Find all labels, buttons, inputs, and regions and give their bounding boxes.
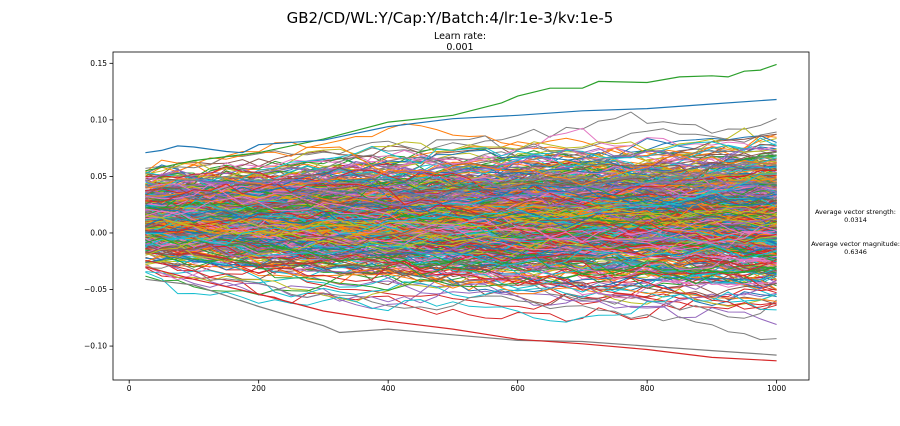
y-tick-label: −0.05 bbox=[84, 285, 107, 294]
series-line bbox=[145, 183, 777, 243]
series-line bbox=[145, 210, 777, 254]
x-tick-label: 0 bbox=[127, 384, 132, 393]
series-line bbox=[145, 206, 777, 256]
series-line bbox=[145, 228, 777, 319]
series-line bbox=[145, 135, 777, 209]
series-line bbox=[145, 174, 777, 229]
x-tick-label: 1000 bbox=[767, 384, 786, 393]
y-tick-label: 0.10 bbox=[90, 115, 107, 124]
learn-rate-value: 0.001 bbox=[446, 42, 474, 53]
x-tick-label: 400 bbox=[381, 384, 396, 393]
series-line bbox=[145, 221, 777, 264]
series-line bbox=[145, 209, 777, 282]
series-line bbox=[145, 254, 777, 310]
series-line bbox=[145, 150, 777, 197]
y-tick-label: 0.00 bbox=[90, 229, 107, 238]
series-line bbox=[145, 226, 777, 260]
learn-rate-label: Learn rate: bbox=[433, 31, 487, 42]
series-line bbox=[145, 172, 777, 233]
series-line bbox=[145, 184, 777, 226]
series-line bbox=[145, 190, 777, 221]
series-line bbox=[145, 173, 777, 246]
avg-magnitude-annotation: Average vector magnitude: 0.6346 bbox=[808, 240, 900, 256]
avg-magnitude-value: 0.6346 bbox=[844, 248, 867, 256]
y-tick-label: −0.10 bbox=[84, 342, 107, 351]
series-line bbox=[145, 181, 777, 214]
series-line bbox=[145, 137, 777, 216]
series-line bbox=[145, 223, 777, 253]
series-line bbox=[145, 135, 777, 174]
series-line bbox=[145, 196, 777, 243]
figure-title: GB2/CD/WL:Y/Cap:Y/Batch:4/lr:1e-3/kv:1e-… bbox=[286, 9, 614, 27]
series-line bbox=[145, 271, 777, 323]
avg-strength-label: Average vector strength: bbox=[814, 208, 896, 216]
series-line bbox=[145, 145, 777, 186]
x-tick-label: 600 bbox=[510, 384, 525, 393]
series-line bbox=[145, 206, 777, 243]
avg-strength-annotation: Average vector strength: 0.0314 bbox=[808, 208, 900, 224]
series-line bbox=[145, 190, 777, 220]
series-line bbox=[145, 205, 777, 267]
series-line bbox=[145, 249, 777, 303]
y-tick-label: 0.05 bbox=[90, 172, 107, 181]
series-line bbox=[145, 208, 777, 252]
series-line-extreme bbox=[145, 98, 777, 154]
series-line bbox=[145, 192, 777, 220]
series-layer bbox=[145, 63, 777, 362]
series-line bbox=[145, 156, 777, 217]
avg-magnitude-label: Average vector magnitude: bbox=[811, 240, 900, 248]
axes-frame bbox=[112, 51, 810, 381]
x-tick-label: 200 bbox=[252, 384, 267, 393]
series-line-extreme bbox=[145, 278, 777, 356]
series-line bbox=[145, 211, 777, 271]
series-line bbox=[145, 171, 777, 190]
series-line bbox=[145, 138, 777, 185]
series-line bbox=[145, 267, 777, 322]
series-line bbox=[145, 237, 777, 276]
y-tick-label: 0.15 bbox=[90, 59, 107, 68]
series-line bbox=[145, 145, 777, 201]
series-line bbox=[145, 237, 777, 267]
axes-layer: 0 200 400 600 800 1000 −0.10 −0.05 0.00 0.05 0.10 0… bbox=[84, 51, 810, 393]
series-line bbox=[145, 197, 777, 229]
x-tick-label: 800 bbox=[640, 384, 655, 393]
series-line bbox=[145, 235, 777, 263]
series-line bbox=[145, 262, 777, 341]
avg-strength-value: 0.0314 bbox=[844, 216, 867, 224]
series-line bbox=[145, 154, 777, 189]
axes-subtitle: Learn rate: 0.001 bbox=[360, 31, 560, 53]
series-line bbox=[145, 219, 777, 298]
series-line-extreme bbox=[145, 266, 777, 362]
